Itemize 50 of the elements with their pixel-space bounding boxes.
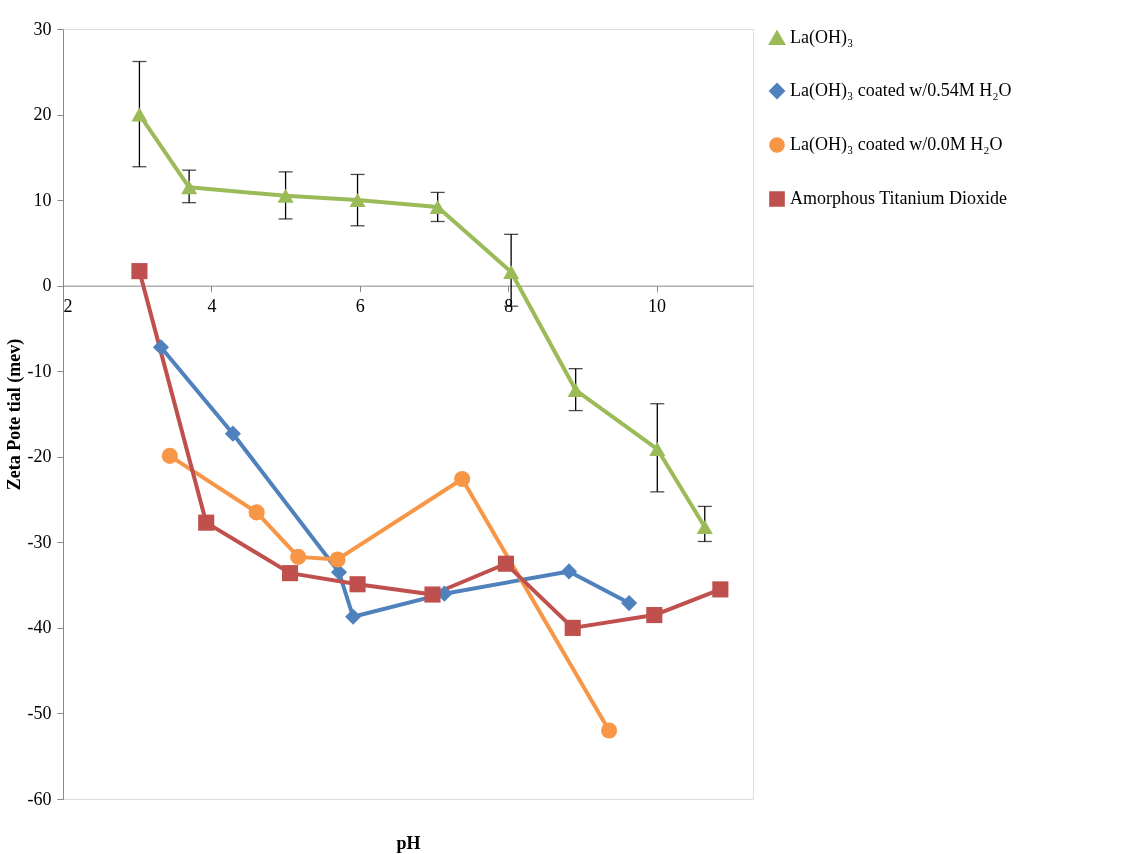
y-tick-label: 10 — [33, 189, 52, 210]
y-tick-label: -40 — [27, 617, 52, 638]
point — [161, 447, 178, 464]
point — [621, 595, 638, 612]
point — [424, 586, 441, 603]
point — [349, 193, 366, 208]
point — [696, 519, 713, 534]
point — [503, 265, 520, 279]
point — [564, 619, 581, 636]
point — [198, 514, 215, 531]
point — [567, 383, 584, 398]
y-tick-label: -30 — [27, 531, 52, 552]
point — [131, 263, 148, 280]
x-tick-label: 2 — [63, 296, 73, 317]
point — [277, 188, 294, 203]
legend-label: Amorphous Titanium Dioxide — [790, 188, 1008, 208]
point — [181, 180, 198, 195]
legend-label: La(OH)₃ coated w/0.0M H₂O — [790, 134, 1003, 155]
point — [281, 565, 299, 582]
point — [646, 606, 663, 624]
y-tick-label: 30 — [33, 18, 52, 39]
point — [601, 722, 618, 739]
y-tick-label: -10 — [27, 360, 52, 381]
point — [330, 564, 348, 581]
point — [560, 563, 578, 580]
point — [224, 425, 241, 442]
x-tick-label: 10 — [648, 296, 667, 317]
point — [429, 199, 446, 214]
x-axis-title: pH — [396, 832, 421, 853]
point — [454, 470, 471, 488]
point — [712, 581, 729, 598]
point — [497, 555, 514, 572]
y-axis-title: Zeta Pote tial (mev) — [3, 338, 25, 491]
point — [290, 548, 307, 565]
point — [649, 442, 666, 457]
y-tick-label: -20 — [27, 446, 52, 467]
y-tick-label: -60 — [27, 788, 52, 809]
y-tick-label: -50 — [27, 702, 52, 723]
y-tick-label: 0 — [42, 275, 52, 296]
point — [345, 608, 362, 625]
x-tick-label: 4 — [207, 296, 217, 317]
legend-label: La(OH)₃ coated w/0.54M H₂O — [790, 80, 1012, 101]
point — [131, 107, 148, 122]
x-tick-label: 6 — [355, 296, 365, 317]
point — [248, 504, 265, 521]
legend-label: La(OH)₃ — [790, 27, 854, 48]
point — [152, 339, 169, 356]
point — [349, 576, 366, 593]
y-tick-label: 20 — [33, 104, 52, 125]
point — [329, 551, 346, 568]
